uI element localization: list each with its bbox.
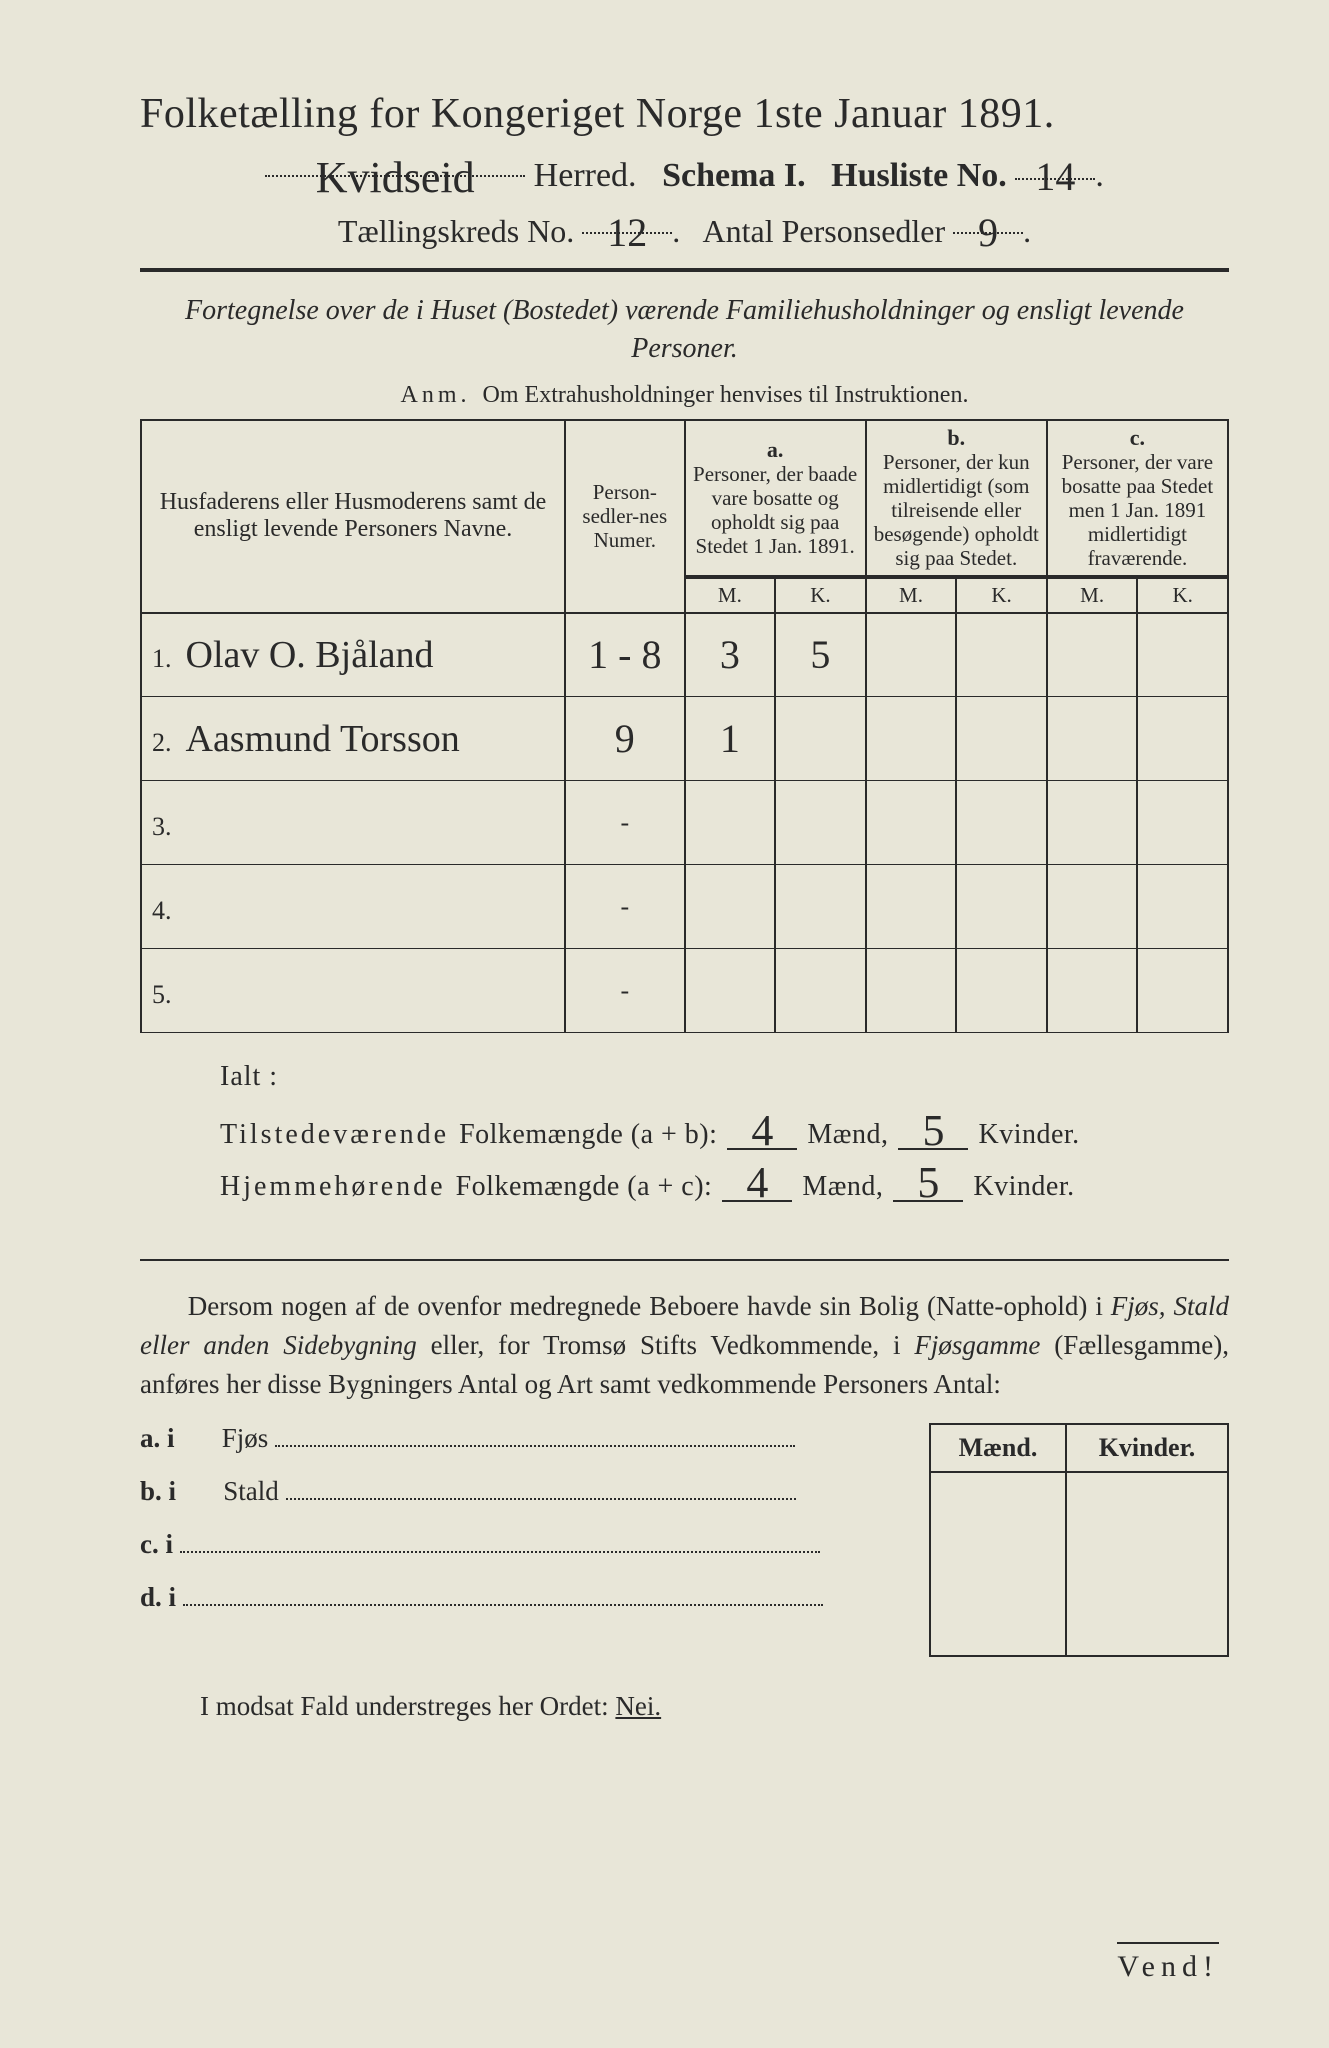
header-line-kretds: Tællingskreds No. 12. Antal Personsedler…	[140, 205, 1229, 250]
herred-label: Herred.	[534, 157, 637, 194]
tilstede-line: Tilstedeværende Folkemængde (a + b): 4 M…	[220, 1111, 1229, 1151]
outbuilding-paragraph: Dersom nogen af de ovenfor medregnede Be…	[140, 1287, 1229, 1404]
col-a-header: a. Personer, der baade vare bosatte og o…	[685, 420, 866, 576]
subtitle: Fortegnelse over de i Huset (Bostedet) v…	[180, 292, 1189, 368]
col-names-header: Husfaderens eller Husmoderens samt de en…	[141, 420, 565, 613]
nej-line: I modsat Fald understreges her Ordet: Ne…	[200, 1691, 1229, 1722]
ialt-label: Ialt :	[220, 1061, 1229, 1093]
table-row: 3. -	[141, 781, 1228, 865]
header-line-herred: Kvidseid Herred. Schema I. Husliste No. …	[140, 146, 1229, 195]
outrow-d: d. i	[140, 1582, 929, 1613]
antal-label: Antal Personsedler	[703, 213, 946, 249]
kretds-label: Tællingskreds No.	[338, 213, 574, 249]
table-row: 4. -	[141, 865, 1228, 949]
hjemme-k: 5	[893, 1165, 963, 1202]
col-c-m: M.	[1047, 578, 1138, 613]
antal-value: 9	[978, 210, 998, 255]
herred-value: Kvidseid	[316, 153, 475, 202]
outbuilding-section: a. i Fjøs b. i Stald c. i d. i Mæn	[140, 1423, 1229, 1657]
mk-m-header: Mænd.	[930, 1424, 1066, 1472]
outbuilding-list: a. i Fjøs b. i Stald c. i d. i	[140, 1423, 929, 1635]
husliste-value: 14	[1035, 154, 1075, 199]
col-a-m: M.	[685, 578, 776, 613]
totals-block: Ialt : Tilstedeværende Folkemængde (a + …	[220, 1061, 1229, 1203]
col-b-header: b. Personer, der kun midlertidigt (som t…	[866, 420, 1047, 576]
col-c-header: c. Personer, der vare bosatte paa Stedet…	[1047, 420, 1228, 576]
hjemme-m: 4	[722, 1165, 792, 1202]
col-c-k: K.	[1137, 578, 1228, 613]
page-title: Folketælling for Kongeriget Norge 1ste J…	[140, 90, 1229, 138]
col-a-k: K.	[775, 578, 866, 613]
schema-label: Schema I.	[662, 157, 806, 194]
anm-text: Om Extrahusholdninger henvises til Instr…	[483, 382, 969, 408]
table-row: 2.Aasmund Torsson 9 1	[141, 697, 1228, 781]
table-row: 1.Olav O. Bjåland 1 - 8 35	[141, 613, 1228, 697]
main-table: Husfaderens eller Husmoderens samt de en…	[140, 419, 1229, 1034]
anm-prefix: Anm.	[401, 382, 471, 408]
col-b-m: M.	[866, 578, 957, 613]
kretds-value: 12	[607, 210, 647, 255]
census-form-page: Folketælling for Kongeriget Norge 1ste J…	[0, 0, 1329, 2048]
hjemme-line: Hjemmehørende Folkemængde (a + c): 4 Mæn…	[220, 1163, 1229, 1203]
husliste-label: Husliste No.	[831, 157, 1007, 194]
table-row: 5. -	[141, 949, 1228, 1033]
anm-line: Anm. Om Extrahusholdninger henvises til …	[140, 382, 1229, 409]
nej-word: Nei.	[615, 1691, 661, 1721]
tilstede-k: 5	[898, 1113, 968, 1150]
vend-label: Vend!	[1117, 1942, 1219, 1984]
outrow-b: b. i Stald	[140, 1476, 929, 1507]
divider	[140, 1259, 1229, 1261]
tilstede-m: 4	[727, 1113, 797, 1150]
outrow-a: a. i Fjøs	[140, 1423, 929, 1454]
mk-k-header: Kvinder.	[1066, 1424, 1228, 1472]
mk-side-table: Mænd. Kvinder.	[929, 1423, 1229, 1657]
divider	[140, 268, 1229, 272]
outrow-c: c. i	[140, 1529, 929, 1560]
col-b-k: K.	[956, 578, 1047, 613]
col-numer-header: Person-sedler-nes Numer.	[565, 420, 685, 613]
